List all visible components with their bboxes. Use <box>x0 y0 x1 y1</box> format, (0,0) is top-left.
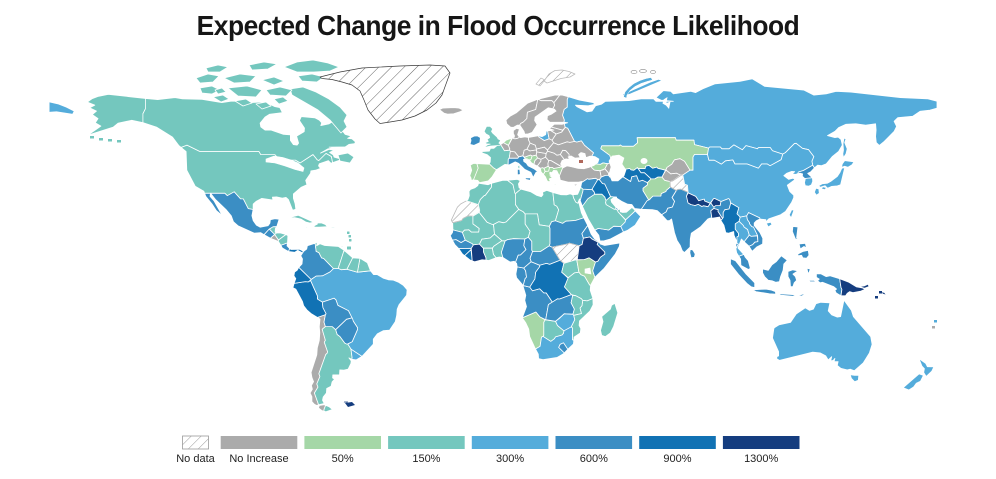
svg-text:1300%: 1300% <box>744 453 778 465</box>
svg-text:300%: 300% <box>496 453 524 465</box>
svg-text:No Increase: No Increase <box>229 453 288 465</box>
svg-text:600%: 600% <box>580 453 608 465</box>
svg-text:No data: No data <box>176 453 215 465</box>
svg-text:150%: 150% <box>412 453 440 465</box>
svg-text:50%: 50% <box>332 453 354 465</box>
svg-text:900%: 900% <box>663 453 691 465</box>
